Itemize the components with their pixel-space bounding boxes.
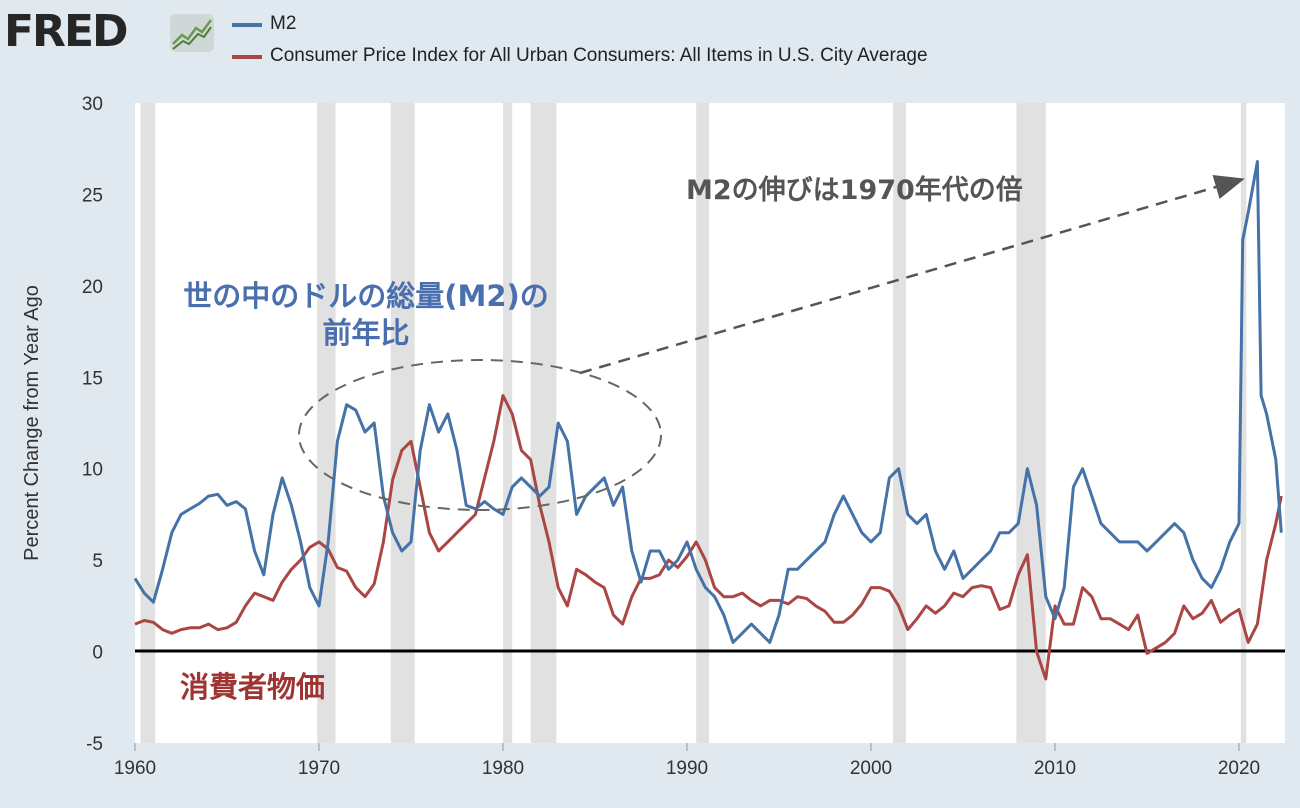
series-m2-line (133, 160, 1283, 644)
recession-band-4 (530, 103, 557, 743)
y-tick-label: 30 (82, 94, 103, 115)
legend-label-cpi: Consumer Price Index for All Urban Consu… (270, 45, 928, 66)
recession-band-3 (503, 103, 513, 743)
y-axis-label: Percent Change from Year Ago (21, 285, 43, 561)
legend-label-m2: M2 (270, 13, 297, 34)
annotation-m2-growth: M2の伸びは1970年代の倍 (686, 174, 1023, 206)
fred-logo-text: FRED (4, 6, 129, 57)
y-tick-label: 10 (82, 460, 103, 481)
y-tick-label: 0 (92, 643, 103, 664)
fred-chart-icon (170, 14, 214, 52)
annotation-arrow (579, 175, 1245, 375)
y-tick-label: 15 (82, 368, 103, 389)
y-tick-label: 25 (82, 185, 103, 206)
y-tick-label: 20 (82, 277, 103, 298)
x-tick-label: 1990 (666, 758, 708, 779)
recession-band-6 (893, 103, 906, 743)
recession-band-8 (1240, 103, 1247, 743)
highlight-ellipse (298, 359, 662, 511)
y-tick-label: -5 (86, 734, 103, 755)
legend-swatch-m2 (232, 23, 262, 27)
fred-logo[interactable]: FRED (4, 4, 216, 60)
recession-band-1 (317, 103, 336, 743)
x-tick-label: 2010 (1034, 758, 1076, 779)
x-tick-label: 2020 (1218, 758, 1260, 779)
recession-band-7 (1016, 103, 1046, 743)
legend-item-m2[interactable]: M2 (232, 8, 928, 40)
recession-band-0 (140, 103, 156, 743)
x-tick-label: 2000 (850, 758, 892, 779)
recession-band-5 (696, 103, 710, 743)
x-tick-label: 1970 (298, 758, 340, 779)
y-tick-label: 5 (92, 551, 103, 572)
annotation-m2-subtitle: 前年比 (322, 316, 409, 350)
legend: M2 Consumer Price Index for All Urban Co… (232, 8, 928, 72)
x-tick-label: 1980 (482, 758, 524, 779)
recession-band-2 (390, 103, 415, 743)
annotation-cpi: 消費者物価 (180, 670, 325, 704)
legend-item-cpi[interactable]: Consumer Price Index for All Urban Consu… (232, 40, 928, 72)
x-tick-label: 1960 (114, 758, 156, 779)
legend-swatch-cpi (232, 55, 262, 59)
annotation-m2-title: 世の中のドルの総量(M2)の (183, 279, 549, 313)
